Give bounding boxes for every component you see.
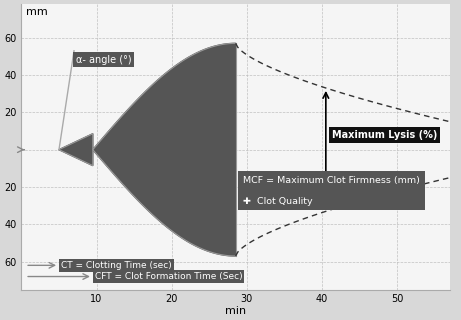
Text: α- angle (°): α- angle (°) <box>76 54 131 65</box>
Text: CFT = Clot Formation Time (Sec): CFT = Clot Formation Time (Sec) <box>95 272 242 281</box>
Text: CT = Clotting Time (sec): CT = Clotting Time (sec) <box>61 261 172 270</box>
Polygon shape <box>59 43 236 256</box>
X-axis label: min: min <box>225 306 246 316</box>
Text: mm: mm <box>26 7 47 17</box>
Text: MCF = Maximum Clot Firmness (mm)

✚  Clot Quality: MCF = Maximum Clot Firmness (mm) ✚ Clot … <box>243 176 420 206</box>
Text: Maximum Lysis (%): Maximum Lysis (%) <box>332 130 437 140</box>
